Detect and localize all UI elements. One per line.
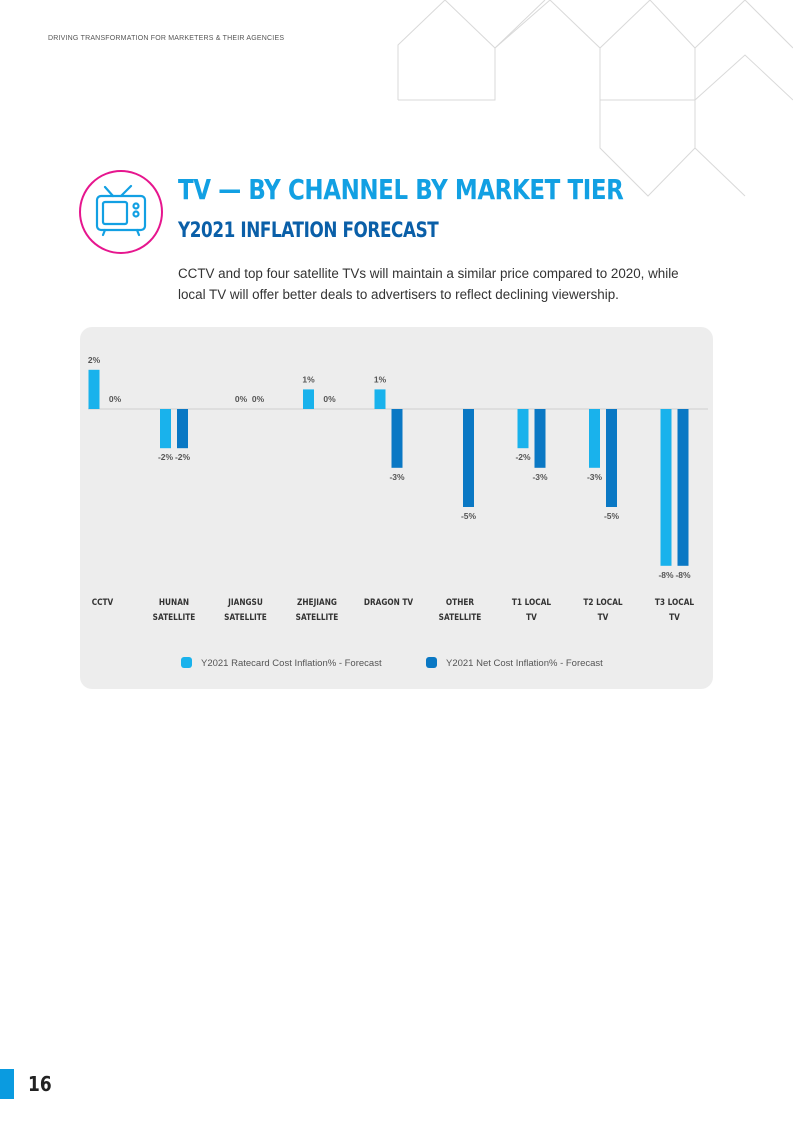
bar — [606, 409, 617, 507]
intro-line: local TV will offer better deals to adve… — [178, 287, 619, 302]
data-label: 1% — [302, 374, 315, 384]
category-label: CCTV — [92, 596, 114, 607]
legend-label: Y2021 Net Cost Inflation% - Forecast — [446, 658, 603, 669]
category-label: SATELLITE — [153, 611, 196, 622]
category-label: JIANGSU — [227, 596, 263, 607]
bar — [177, 409, 188, 449]
data-label: 1% — [374, 374, 387, 384]
data-label: 2% — [88, 355, 101, 365]
legend-swatch — [426, 657, 437, 668]
data-label: 0% — [235, 394, 248, 404]
data-label: -5% — [604, 511, 620, 521]
bar — [660, 409, 672, 566]
legend-label: Y2021 Ratecard Cost Inflation% - Forecas… — [201, 658, 382, 669]
category-label: T2 LOCAL — [583, 596, 623, 607]
data-label: -2% — [175, 452, 191, 462]
legend-swatch — [181, 657, 192, 668]
running-header: DRIVING TRANSFORMATION FOR MARKETERS & T… — [48, 35, 285, 42]
data-label: 0% — [323, 394, 336, 404]
bar — [534, 409, 546, 468]
page-tab-marker — [0, 1069, 14, 1099]
page-number: 16 — [28, 1072, 52, 1096]
bar — [374, 389, 386, 409]
data-label: 0% — [252, 394, 265, 404]
category-label: TV — [598, 611, 609, 622]
data-label: -2% — [158, 452, 174, 462]
category-label: ZHEJIANG — [297, 596, 337, 607]
data-label: -8% — [658, 570, 674, 580]
bar — [391, 409, 403, 468]
decorative-hexagon-pattern — [397, 0, 793, 197]
category-label: TV — [526, 611, 537, 622]
data-label: -8% — [675, 570, 691, 580]
category-label: T1 LOCAL — [512, 596, 552, 607]
page-title: TV — BY CHANNEL BY MARKET TIER — [178, 173, 624, 206]
page-subtitle: Y2021 INFLATION FORECAST — [178, 218, 439, 242]
bar — [677, 409, 689, 566]
category-label: SATELLITE — [439, 611, 482, 622]
data-label: -3% — [587, 472, 603, 482]
category-label: T3 LOCAL — [655, 596, 695, 607]
bar — [589, 409, 600, 468]
category-label: SATELLITE — [296, 611, 339, 622]
data-label: -3% — [532, 472, 548, 482]
data-label: -2% — [515, 452, 531, 462]
tv-icon — [79, 170, 163, 254]
category-label: SATELLITE — [224, 611, 267, 622]
data-label: -5% — [461, 511, 477, 521]
category-label: TV — [669, 611, 680, 622]
data-label: -3% — [389, 472, 405, 482]
category-label: HUNAN — [159, 596, 189, 607]
bar — [517, 409, 529, 449]
bar — [88, 369, 100, 409]
intro-line: CCTV and top four satellite TVs will mai… — [178, 266, 679, 281]
data-label: 0% — [109, 394, 122, 404]
bar — [160, 409, 171, 449]
bar — [303, 389, 314, 409]
chart-panel: 2% 0% CCTV -2% -2% HUNAN SATELLITE 0% 0% JIANGSU S… — [80, 327, 713, 689]
category-label: OTHER — [446, 596, 475, 607]
bar — [463, 409, 474, 507]
intro-paragraph: CCTV and top four satellite TVs will mai… — [178, 263, 718, 305]
category-label: DRAGON TV — [364, 596, 414, 607]
